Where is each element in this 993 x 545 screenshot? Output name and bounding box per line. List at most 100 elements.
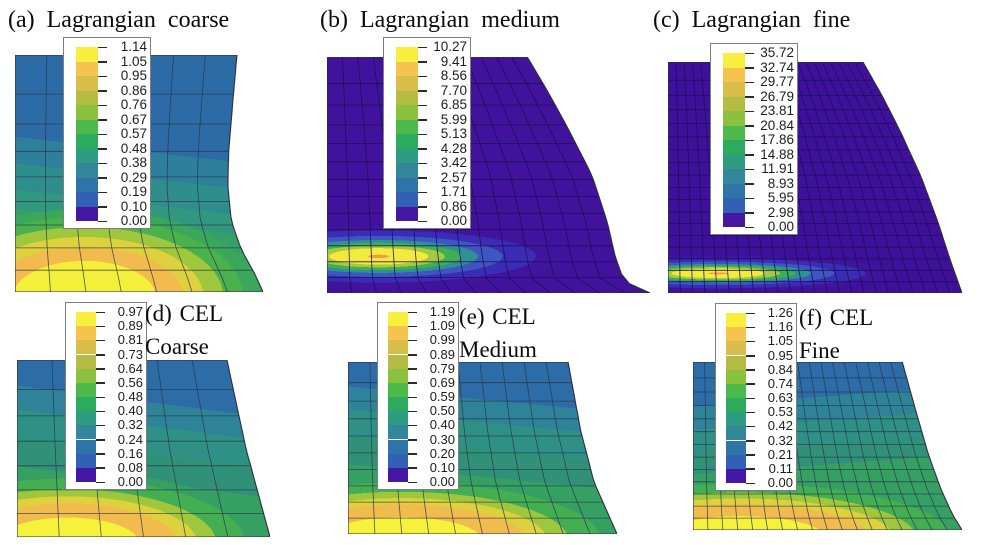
- panel-a-title: (a) Lagrangian coarse: [8, 7, 230, 33]
- legend-tick-mark: [745, 197, 754, 199]
- legend-tick-label: 0.64: [117, 360, 143, 376]
- legend-tick-label: 8.56: [440, 68, 467, 83]
- legend-color-swatch: [388, 397, 408, 412]
- legend-tick-mark: [746, 369, 755, 371]
- legend-tick-mark: [745, 67, 754, 69]
- legend-color-swatch: [76, 105, 98, 120]
- legend-tick-label: 5.99: [440, 111, 467, 127]
- legend-tick-mark: [745, 81, 754, 83]
- panel-e-title: (e) CEL Medium: [459, 304, 537, 362]
- legend-tick-mark: [96, 311, 105, 313]
- legend-color-swatch: [76, 163, 98, 178]
- legend-tick-label: 1.16: [767, 319, 793, 335]
- legend-color-swatch: [388, 439, 408, 454]
- legend-tick-mark: [96, 424, 105, 427]
- legend-tick-mark: [96, 396, 105, 398]
- legend-tick-label: 0.00: [120, 213, 147, 228]
- legend-tick-label: 3.42: [440, 155, 467, 170]
- legend-tick-label: 0.16: [117, 445, 143, 461]
- legend-color-swatch: [76, 76, 98, 91]
- legend-tick-mark: [98, 148, 107, 150]
- legend-tick-mark: [418, 90, 427, 92]
- legend-tick-mark: [745, 168, 754, 170]
- legend-color-swatch: [388, 425, 408, 440]
- legend-color-swatch: [723, 53, 745, 68]
- legend-tick-label: 0.30: [429, 431, 455, 447]
- legend-tick-label: 0.74: [767, 375, 793, 391]
- panel-d-title: (d) CEL Coarse: [145, 301, 223, 359]
- legend-tick-label: 0.69: [429, 374, 455, 390]
- legend-tick-mark: [408, 354, 417, 356]
- legend-color-swatch: [388, 382, 408, 397]
- legend-tick-mark: [418, 61, 427, 63]
- legend-color-swatch: [76, 467, 96, 482]
- legend-tick-label: 0.00: [117, 474, 143, 489]
- legend-tick-label: 0.95: [767, 347, 793, 363]
- panel-e-colorbar-legend: 1.19 1.09 0.99 0.89 0.79 0.69 0.59 0.50 0.40 0.30…: [377, 302, 459, 490]
- legend-tick-mark: [98, 119, 107, 121]
- legend-color-swatch: [723, 140, 745, 155]
- legend-tick-label: 2.57: [440, 169, 467, 185]
- legend-color-swatch: [726, 313, 746, 328]
- legend-tick-label: 0.86: [440, 198, 467, 214]
- legend-tick-mark: [98, 46, 107, 48]
- legend-tick-mark: [96, 368, 105, 370]
- legend-tick-mark: [98, 90, 107, 92]
- legend-color-swatch: [76, 340, 96, 355]
- legend-tick-label: 26.79: [760, 88, 794, 104]
- legend-tick-label: 0.73: [117, 346, 143, 362]
- legend-tick-mark: [96, 325, 105, 328]
- legend-tick-label: 14.88: [760, 146, 794, 162]
- legend-color-swatch: [76, 312, 96, 327]
- legend-tick-mark: [418, 206, 427, 208]
- legend-tick-mark: [746, 312, 755, 314]
- legend-color-swatch: [396, 119, 418, 134]
- legend-color-swatch: [388, 368, 408, 383]
- legend-color-swatch: [76, 453, 96, 468]
- legend-tick-mark: [98, 177, 107, 179]
- legend-color-swatch: [726, 426, 746, 441]
- legend-tick-mark: [98, 133, 107, 135]
- legend-color-swatch: [396, 192, 418, 207]
- legend-color-swatch: [723, 67, 745, 82]
- legend-color-swatch: [726, 468, 746, 483]
- legend-tick-mark: [418, 75, 427, 77]
- legend-tick-label: 0.08: [117, 459, 143, 475]
- legend-tick-label: 0.24: [117, 431, 143, 447]
- legend-tick-mark: [418, 46, 427, 48]
- legend-color-swatch: [396, 90, 418, 105]
- legend-tick-mark: [96, 453, 105, 455]
- legend-tick-label: 0.20: [429, 445, 455, 461]
- legend-tick-mark: [418, 119, 427, 121]
- legend-tick-label: 0.53: [767, 404, 793, 420]
- legend-tick-mark: [408, 424, 417, 427]
- legend-tick-mark: [98, 206, 107, 208]
- legend-tick-mark: [96, 467, 105, 469]
- legend-color-swatch: [76, 382, 96, 397]
- legend-tick-mark: [746, 326, 755, 329]
- legend-color-swatch: [723, 111, 745, 126]
- legend-color-swatch: [76, 177, 98, 192]
- legend-color-swatch: [726, 398, 746, 413]
- legend-tick-mark: [745, 183, 754, 185]
- legend-tick-label: 0.79: [429, 360, 455, 376]
- legend-tick-mark: [98, 104, 107, 106]
- legend-tick-mark: [408, 339, 417, 342]
- legend-tick-label: 5.13: [440, 126, 467, 141]
- legend-tick-mark: [98, 75, 107, 77]
- legend-tick-label: 17.86: [760, 132, 794, 147]
- legend-tick-mark: [745, 52, 754, 54]
- legend-color-swatch: [396, 177, 418, 192]
- legend-color-swatch: [388, 340, 408, 355]
- legend-color-swatch: [723, 154, 745, 169]
- legend-color-swatch: [76, 119, 98, 134]
- legend-tick-label: 20.84: [760, 117, 794, 133]
- legend-tick-mark: [96, 410, 105, 413]
- legend-color-swatch: [396, 134, 418, 149]
- legend-color-swatch: [76, 354, 96, 369]
- legend-tick-mark: [746, 397, 755, 399]
- legend-tick-label: 0.76: [120, 97, 147, 112]
- legend-color-swatch: [396, 105, 418, 120]
- legend-tick-mark: [408, 311, 417, 313]
